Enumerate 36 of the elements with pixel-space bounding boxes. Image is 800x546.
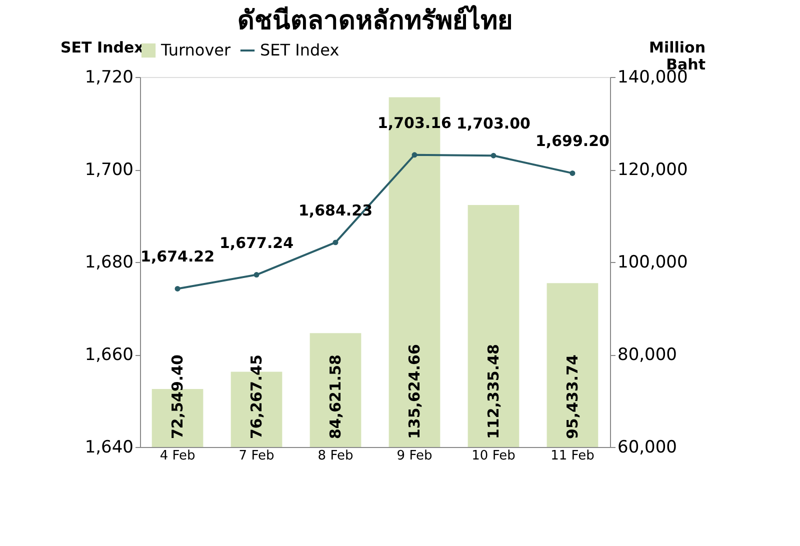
data-label: 1,703.00 bbox=[456, 114, 531, 133]
data-label: 1,699.20 bbox=[535, 132, 610, 150]
point bbox=[174, 286, 180, 292]
data-label: 72,549.40 bbox=[168, 354, 187, 439]
chart-title: ดัชนีตลาดหลักทรัพย์ไทย bbox=[238, 4, 512, 36]
x-tick-label: 4 Feb bbox=[160, 448, 196, 464]
y2-tick-label: 120,000 bbox=[618, 160, 688, 180]
x-tick-label: 11 Feb bbox=[550, 448, 594, 464]
data-label: 1,703.16 bbox=[377, 114, 452, 132]
data-label: 95,433.74 bbox=[563, 354, 582, 439]
data-label: 112,335.48 bbox=[484, 344, 502, 439]
y-tick-label: 1,720 bbox=[84, 68, 134, 88]
x-tick-label: 10 Feb bbox=[472, 448, 516, 464]
point bbox=[412, 152, 418, 158]
y-axis-title: SET Index bbox=[60, 38, 144, 56]
y-tick-label: 1,680 bbox=[84, 252, 134, 272]
y-tick-label: 1,660 bbox=[84, 345, 134, 365]
x-tick-label: 8 Feb bbox=[318, 448, 354, 464]
data-label: 76,267.45 bbox=[248, 354, 266, 439]
data-label: 1,674.22 bbox=[140, 248, 215, 266]
point bbox=[254, 272, 260, 278]
y2-tick-label: 60,000 bbox=[618, 438, 677, 458]
y-tick-label: 1,640 bbox=[84, 438, 134, 458]
legend-label: Turnover bbox=[160, 40, 232, 60]
y-tick-label: 1,700 bbox=[84, 160, 134, 180]
data-label: 135,624.66 bbox=[405, 344, 424, 439]
data-label: 84,621.58 bbox=[326, 354, 345, 439]
point bbox=[332, 240, 338, 246]
point bbox=[570, 170, 576, 176]
point bbox=[490, 152, 496, 158]
data-label: 1,677.24 bbox=[219, 234, 294, 252]
x-tick-label: 9 Feb bbox=[396, 448, 432, 464]
x-tick-label: 7 Feb bbox=[238, 448, 274, 464]
y2-tick-label: 100,000 bbox=[618, 252, 688, 272]
legend-label: SET Index bbox=[260, 40, 340, 60]
y2-tick-label: 80,000 bbox=[618, 345, 677, 365]
